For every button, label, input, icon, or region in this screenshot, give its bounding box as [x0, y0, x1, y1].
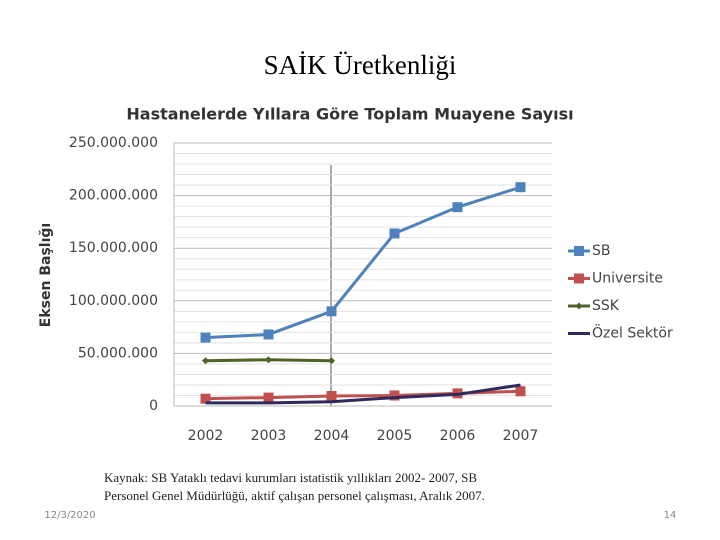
- marker: [326, 391, 337, 402]
- y-tick-label: 250.000.000: [69, 135, 158, 151]
- slide-title: SAİK Üretkenliği: [264, 50, 457, 80]
- marker: [389, 390, 400, 401]
- marker: [263, 392, 274, 403]
- y-tick-label: 100.000.000: [69, 293, 158, 309]
- marker: [263, 329, 274, 340]
- marker: [202, 357, 209, 365]
- y-tick-label: 0: [149, 398, 158, 414]
- chart-title: Hastanelerde Yıllara Göre Toplam Muayene…: [126, 105, 573, 124]
- series-line: [205, 383, 521, 405]
- x-tick-label: 2005: [377, 428, 413, 444]
- x-tick-label: 2007: [503, 428, 539, 444]
- marker: [328, 357, 335, 365]
- y-tick-label: 150.000.000: [69, 240, 158, 256]
- x-tick-label: 2003: [251, 428, 287, 444]
- marker: [326, 306, 337, 317]
- legend-label: SSK: [592, 298, 620, 314]
- marker: [200, 332, 211, 343]
- marker: [452, 202, 463, 213]
- y-tick-label: 200.000.000: [69, 188, 158, 204]
- legend-marker: [574, 273, 584, 284]
- source-text: Kaynak: SB Yataklı tedavi kurumları ista…: [104, 470, 477, 485]
- legend-label: Universite: [592, 271, 663, 287]
- legend-marker: [575, 302, 583, 310]
- y-axis-label: Eksen Başlığı: [38, 223, 54, 327]
- marker: [265, 356, 272, 364]
- source-text: Personel Genel Müdürlüğü, aktif çalışan …: [104, 488, 485, 503]
- legend-label: SB: [592, 243, 611, 259]
- legend-marker: [574, 246, 584, 256]
- marker: [389, 228, 400, 239]
- marker: [200, 393, 211, 404]
- x-tick-label: 2002: [188, 428, 224, 444]
- x-tick-label: 2004: [314, 428, 350, 444]
- marker: [515, 386, 526, 397]
- page-number: 14: [664, 510, 677, 521]
- x-tick-label: 2006: [440, 428, 476, 444]
- date: 12/3/2020: [44, 510, 95, 521]
- legend-label: Özel Sektör: [592, 324, 673, 342]
- marker: [515, 182, 526, 193]
- y-tick-label: 50.000.000: [78, 345, 158, 361]
- series-line: [205, 185, 521, 340]
